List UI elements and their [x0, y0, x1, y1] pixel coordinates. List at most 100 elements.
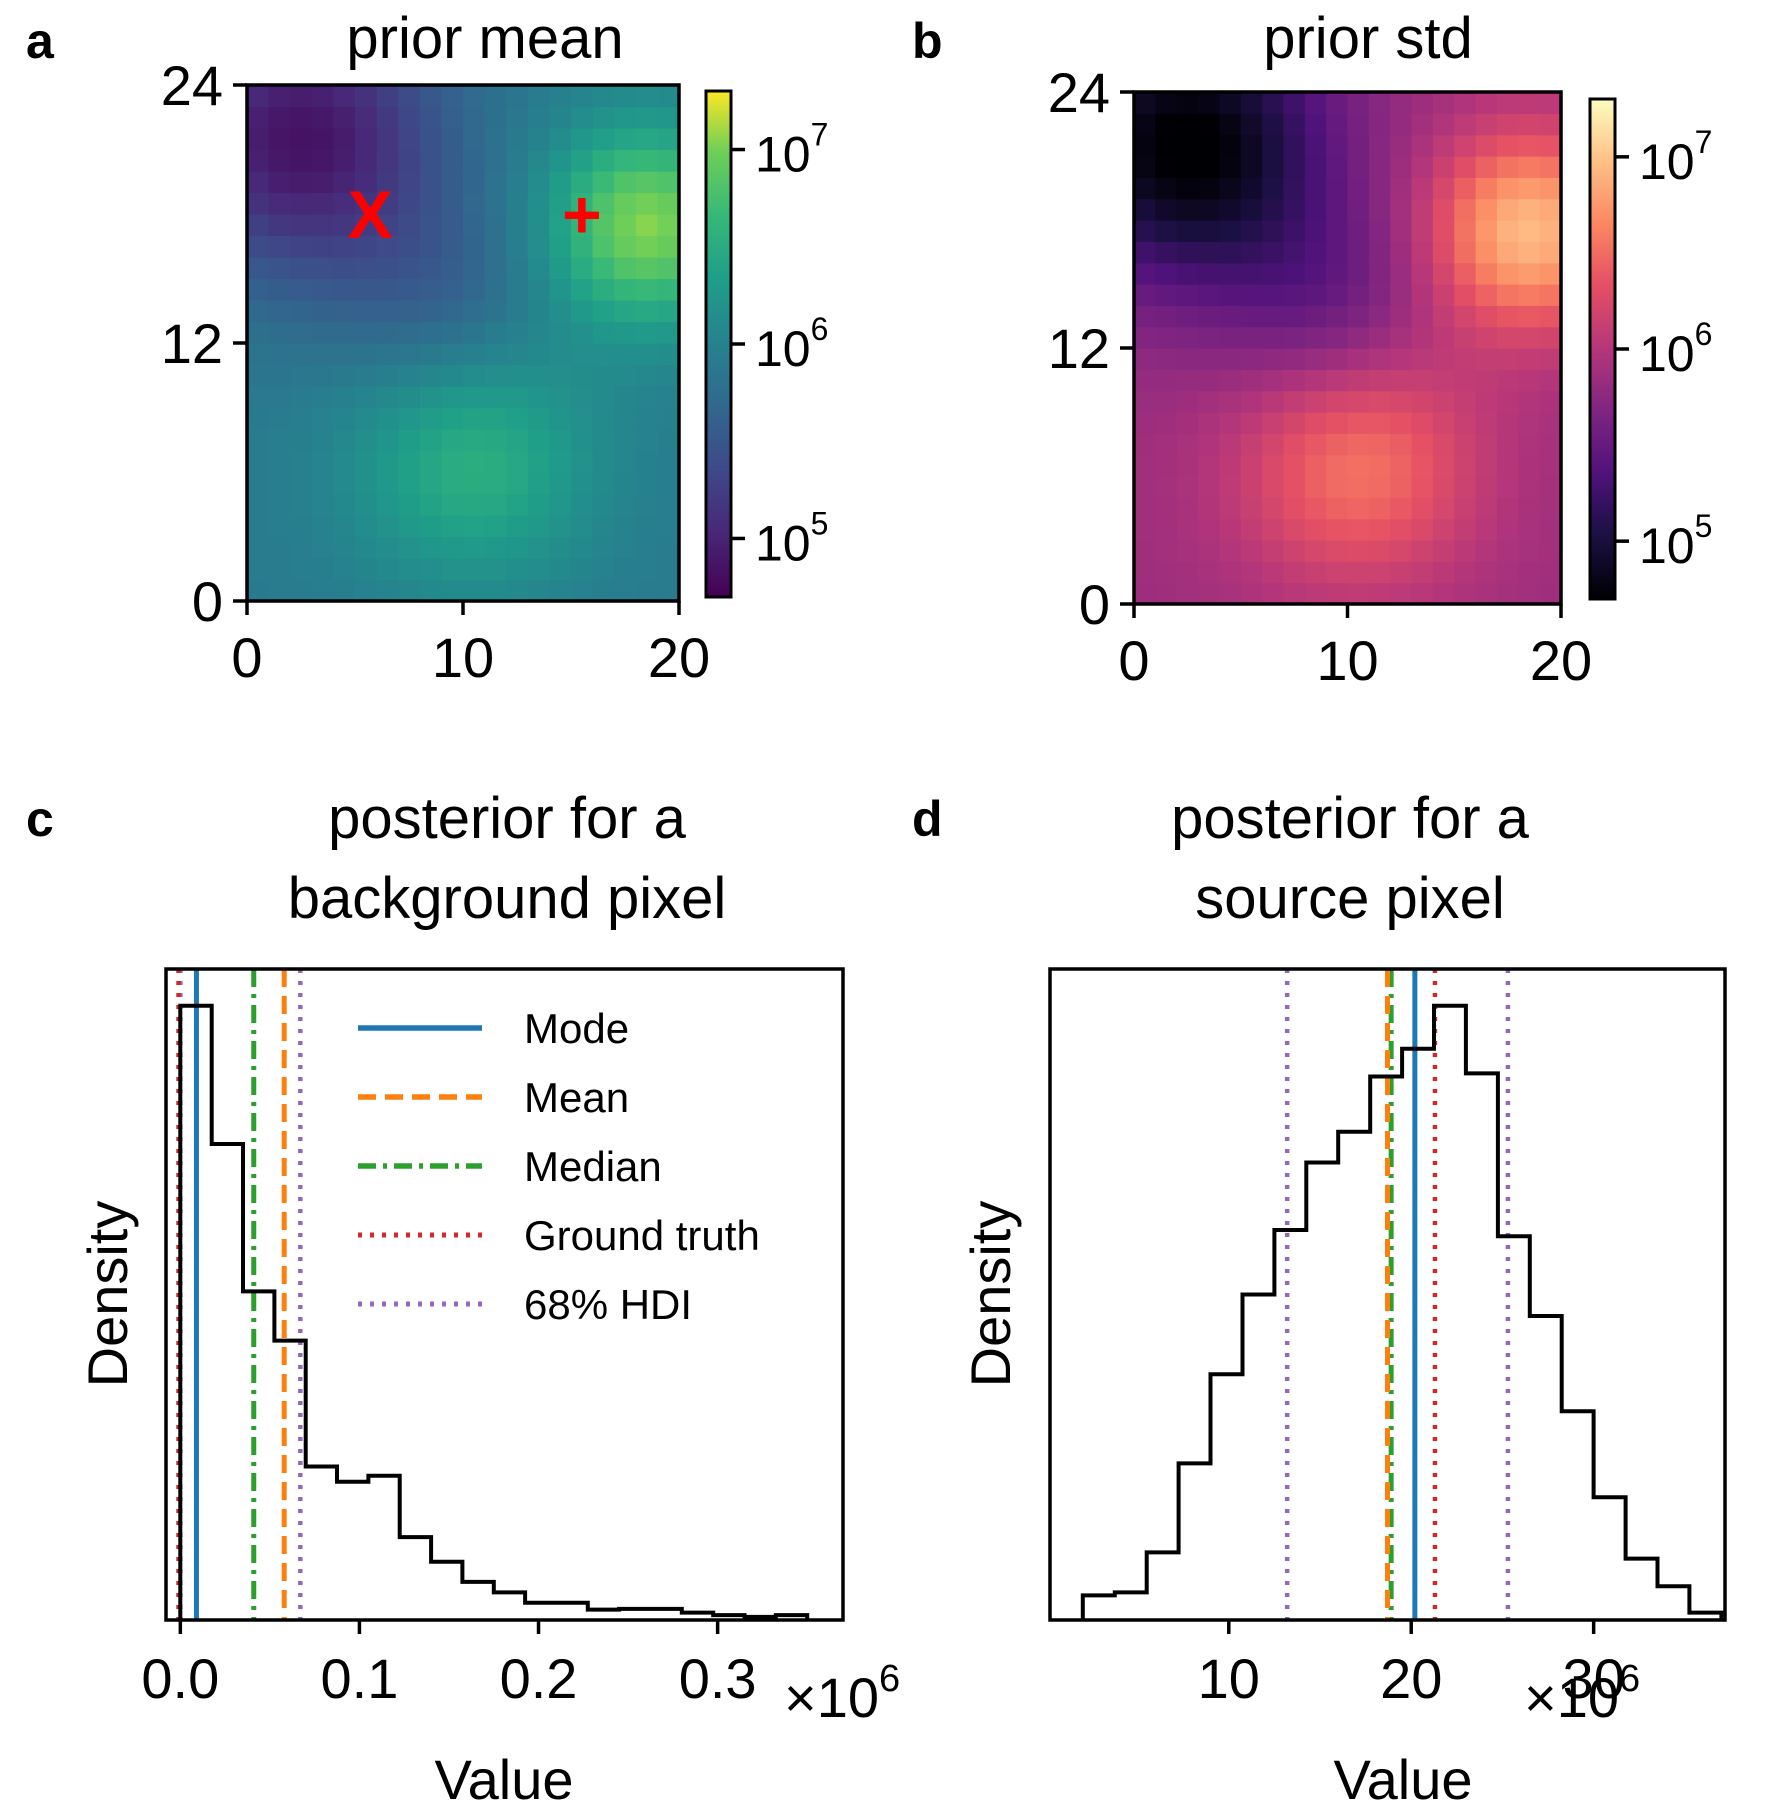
- heatmap-cell: [527, 536, 550, 559]
- heatmap-cell: [484, 407, 507, 430]
- x-tick-label: 10: [1316, 629, 1378, 692]
- histogram-d-xticks: 10 20 30: [1198, 1620, 1625, 1710]
- heatmap-cell: [1390, 497, 1413, 520]
- heatmap-cell: [1390, 540, 1413, 562]
- heatmap-cell: [1198, 561, 1220, 584]
- heatmap-cell: [614, 106, 637, 129]
- heatmap-cell: [484, 214, 507, 237]
- heatmap-cell: [290, 149, 313, 172]
- heatmap-cell: [1219, 582, 1242, 605]
- heatmap-cell: [506, 515, 529, 538]
- heatmap-cell: [549, 214, 572, 237]
- heatmap-cell: [1432, 326, 1455, 349]
- colorbar-b: [1590, 99, 1615, 599]
- heatmap-cell: [1411, 305, 1434, 328]
- heatmap-a-ticks: 0 10 20 0 12 24: [161, 54, 710, 689]
- heatmap-cell: [247, 128, 270, 151]
- heatmap-cell: [1368, 241, 1391, 264]
- heatmap-cell: [1176, 497, 1199, 520]
- heatmap-cell: [355, 85, 378, 108]
- heatmap-cell: [1219, 454, 1242, 477]
- histogram-c-xlabel: Value: [434, 1748, 573, 1811]
- heatmap-cell: [657, 257, 680, 280]
- heatmap-cell: [1496, 540, 1519, 562]
- heatmap-cell: [635, 321, 658, 344]
- heatmap-cell: [1283, 369, 1306, 392]
- heatmap-cell: [1262, 476, 1285, 498]
- heatmap-cell: [1475, 476, 1498, 498]
- heatmap-cell: [268, 214, 291, 237]
- heatmap-cell: [1219, 177, 1242, 200]
- heatmap-cell: [1198, 497, 1220, 520]
- heatmap-cell: [657, 364, 680, 387]
- heatmap-cell: [635, 343, 658, 366]
- panel-label-d: d: [912, 791, 943, 847]
- heatmap-cell: [1176, 241, 1199, 264]
- heatmap-cell: [527, 192, 550, 215]
- heatmap-cell: [635, 429, 658, 452]
- heatmap-cell: [614, 235, 637, 258]
- heatmap-cell: [247, 343, 270, 366]
- heatmap-cell: [1262, 220, 1285, 242]
- heatmap-cell: [1219, 497, 1242, 520]
- heatmap-cell: [419, 257, 442, 280]
- heatmap-cell: [1134, 326, 1156, 349]
- heatmap-cell: [506, 300, 529, 323]
- heatmap-cell: [1539, 433, 1562, 456]
- heatmap-cell: [1454, 433, 1477, 456]
- colorbar-tick-label: 107: [1639, 124, 1712, 190]
- heatmap-cell: [1198, 284, 1220, 306]
- heatmap-cell: [1134, 113, 1156, 136]
- heatmap-cell: [1496, 305, 1519, 328]
- heatmap-cell: [441, 536, 464, 559]
- heatmap-cell: [527, 343, 550, 366]
- heatmap-cell: [549, 386, 572, 409]
- heatmap-cell: [549, 278, 572, 301]
- heatmap-cell: [1390, 326, 1413, 349]
- heatmap-cell: [1304, 92, 1327, 114]
- heatmap-cell: [463, 235, 486, 258]
- heatmap-cell: [1518, 582, 1541, 605]
- heatmap-cell: [592, 235, 615, 258]
- heatmap-cell: [484, 364, 507, 387]
- heatmap-cell: [614, 149, 637, 172]
- heatmap-cell: [463, 493, 486, 516]
- heatmap-cell: [1155, 134, 1178, 157]
- heatmap-cell: [1198, 220, 1220, 242]
- heatmap-cell: [549, 515, 572, 538]
- panel-b-prior-std: prior std 0 10 20 0 12 24 105 106 107: [1048, 6, 1713, 692]
- heatmap-cell: [268, 364, 291, 387]
- heatmap-cell: [311, 85, 334, 108]
- heatmap-cell: [1411, 476, 1434, 498]
- heatmap-cell: [1475, 241, 1498, 264]
- heatmap-cell: [1475, 433, 1498, 456]
- heatmap-cell: [1475, 582, 1498, 605]
- heatmap-cell: [1176, 412, 1199, 434]
- heatmap-cell: [1518, 326, 1541, 349]
- heatmap-cell: [1368, 156, 1391, 178]
- heatmap-cell: [1390, 134, 1413, 157]
- heatmap-cell: [1304, 390, 1327, 413]
- heatmap-cell: [657, 386, 680, 409]
- heatmap-cell: [1390, 262, 1413, 285]
- heatmap-cell: [1539, 582, 1562, 605]
- heatmap-cell: [657, 558, 680, 581]
- heatmap-cell: [1368, 369, 1391, 392]
- heatmap-cell: [1475, 177, 1498, 200]
- heatmap-cell: [1539, 198, 1562, 221]
- heatmap-cell: [290, 386, 313, 409]
- legend-label-median: Median: [524, 1143, 662, 1190]
- heatmap-cell: [484, 321, 507, 344]
- heatmap-cell: [1347, 241, 1370, 264]
- heatmap-cell: [1198, 262, 1220, 285]
- heatmap-cell: [506, 278, 529, 301]
- heatmap-cell: [1496, 92, 1519, 114]
- heatmap-cell: [1411, 92, 1434, 114]
- heatmap-cell: [506, 364, 529, 387]
- heatmap-cell: [419, 278, 442, 301]
- heatmap-cell: [1304, 412, 1327, 434]
- heatmap-cell: [1134, 540, 1156, 562]
- heatmap-cell: [1496, 348, 1519, 370]
- heatmap-cell: [484, 558, 507, 581]
- heatmap-cell: [635, 536, 658, 559]
